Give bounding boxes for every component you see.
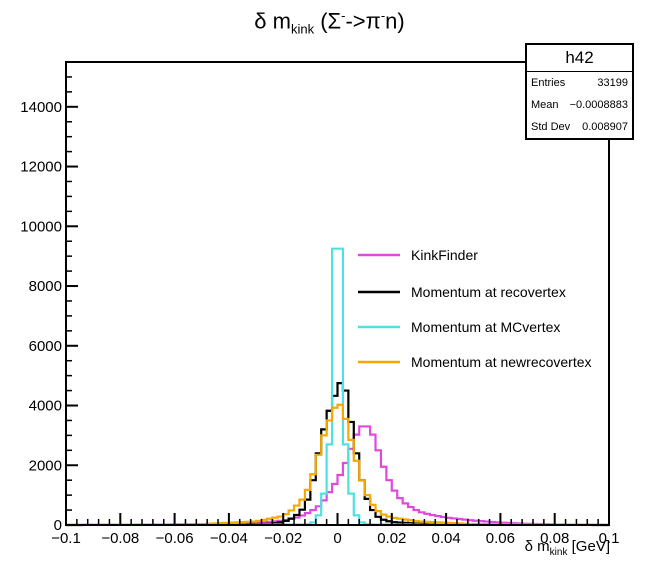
x-axis-label: δ mkink [GeV] [470, 538, 610, 558]
axis-layer: −0.1 −0.08 −0.06 −0.04 −0.02 0 0.02 0.04 0.06 0.0… [20, 61, 620, 547]
x-tick-label: 0 [333, 530, 341, 547]
xlabel-unit: [GeV] [571, 538, 610, 555]
title-open: (Σ [314, 8, 342, 34]
stats-row-stddev: Std Dev 0.008907 [527, 116, 632, 138]
title-sup2: - [380, 8, 386, 23]
x-tick-label: 0.04 [431, 530, 460, 547]
legend: KinkFinder Momentum at recovertex Momentum… [358, 247, 592, 370]
x-tick-label: −0.08 [101, 530, 139, 547]
stats-label: Mean [531, 99, 559, 111]
title-arrow: ->π [345, 8, 381, 34]
y-tick-label: 6000 [29, 338, 62, 355]
title-m: m [272, 8, 291, 34]
y-tick-label: 10000 [20, 218, 62, 235]
y-tick-label: 0 [54, 517, 62, 534]
legend-label: Momentum at MCvertex [411, 319, 560, 335]
stats-label: Std Dev [531, 121, 571, 133]
legend-label: KinkFinder [411, 247, 478, 263]
stats-label: Entries [531, 77, 566, 89]
title-close: n) [385, 8, 405, 34]
y-tick-label: 2000 [29, 457, 62, 474]
series-line-0 [66, 425, 609, 527]
title-sup1: - [341, 8, 346, 23]
y-tick-label: 14000 [20, 99, 62, 116]
legend-label: Momentum at newrecovertex [411, 354, 592, 370]
x-tick-label: −0.06 [156, 530, 194, 547]
stats-value: 33199 [597, 77, 628, 89]
x-tick-label: −0.02 [264, 530, 302, 547]
stats-row-entries: Entries 33199 [527, 72, 632, 94]
xlabel-m: m [537, 538, 550, 555]
stats-row-mean: Mean −0.0008883 [527, 94, 632, 116]
y-tick-label: 12000 [20, 159, 62, 176]
x-tick-label: −0.04 [210, 530, 248, 547]
x-tick-label: 0.08 [540, 530, 569, 547]
title-delta: δ [254, 8, 267, 34]
y-tick-label: 4000 [29, 398, 62, 415]
title-sub: kink [290, 21, 315, 37]
stats-box: h42 Entries 33199 Mean −0.0008883 Std De… [525, 43, 634, 140]
xlabel-sub: kink [549, 547, 568, 558]
chart-title: δ mkink (Σ-->π-n) [0, 8, 659, 37]
legend-label: Momentum at recovertex [411, 284, 566, 300]
y-tick-label: 8000 [29, 278, 62, 295]
x-tick-label: 0.1 [599, 530, 620, 547]
stats-box-title: h42 [527, 45, 632, 72]
x-tick-label: 0.06 [486, 530, 515, 547]
stats-value: −0.0008883 [569, 99, 628, 111]
x-tick-label: 0.02 [377, 530, 406, 547]
stats-value: 0.008907 [582, 121, 628, 133]
series-line-3 [66, 403, 609, 527]
x-tick-label: −0.1 [51, 530, 81, 547]
xlabel-delta: δ [524, 538, 533, 555]
